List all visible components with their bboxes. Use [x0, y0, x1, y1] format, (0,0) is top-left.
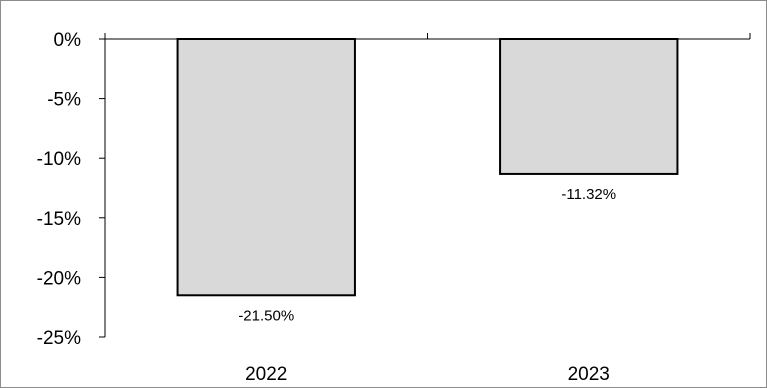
y-tick-label: -25% [37, 328, 81, 349]
data-label-2022: -21.50% [238, 307, 294, 324]
y-tick-label: -20% [37, 268, 81, 289]
bar-2022 [176, 38, 356, 297]
y-tick-label: -15% [37, 209, 81, 230]
data-label-2023: -11.32% [561, 186, 616, 203]
y-tick-label: -10% [37, 149, 81, 170]
x-category-label: 2022 [245, 364, 287, 385]
y-tick-label: 0% [54, 30, 82, 51]
x-category-label: 2023 [568, 364, 610, 385]
y-tick-label: -5% [47, 90, 81, 111]
bar-2023 [499, 38, 679, 175]
